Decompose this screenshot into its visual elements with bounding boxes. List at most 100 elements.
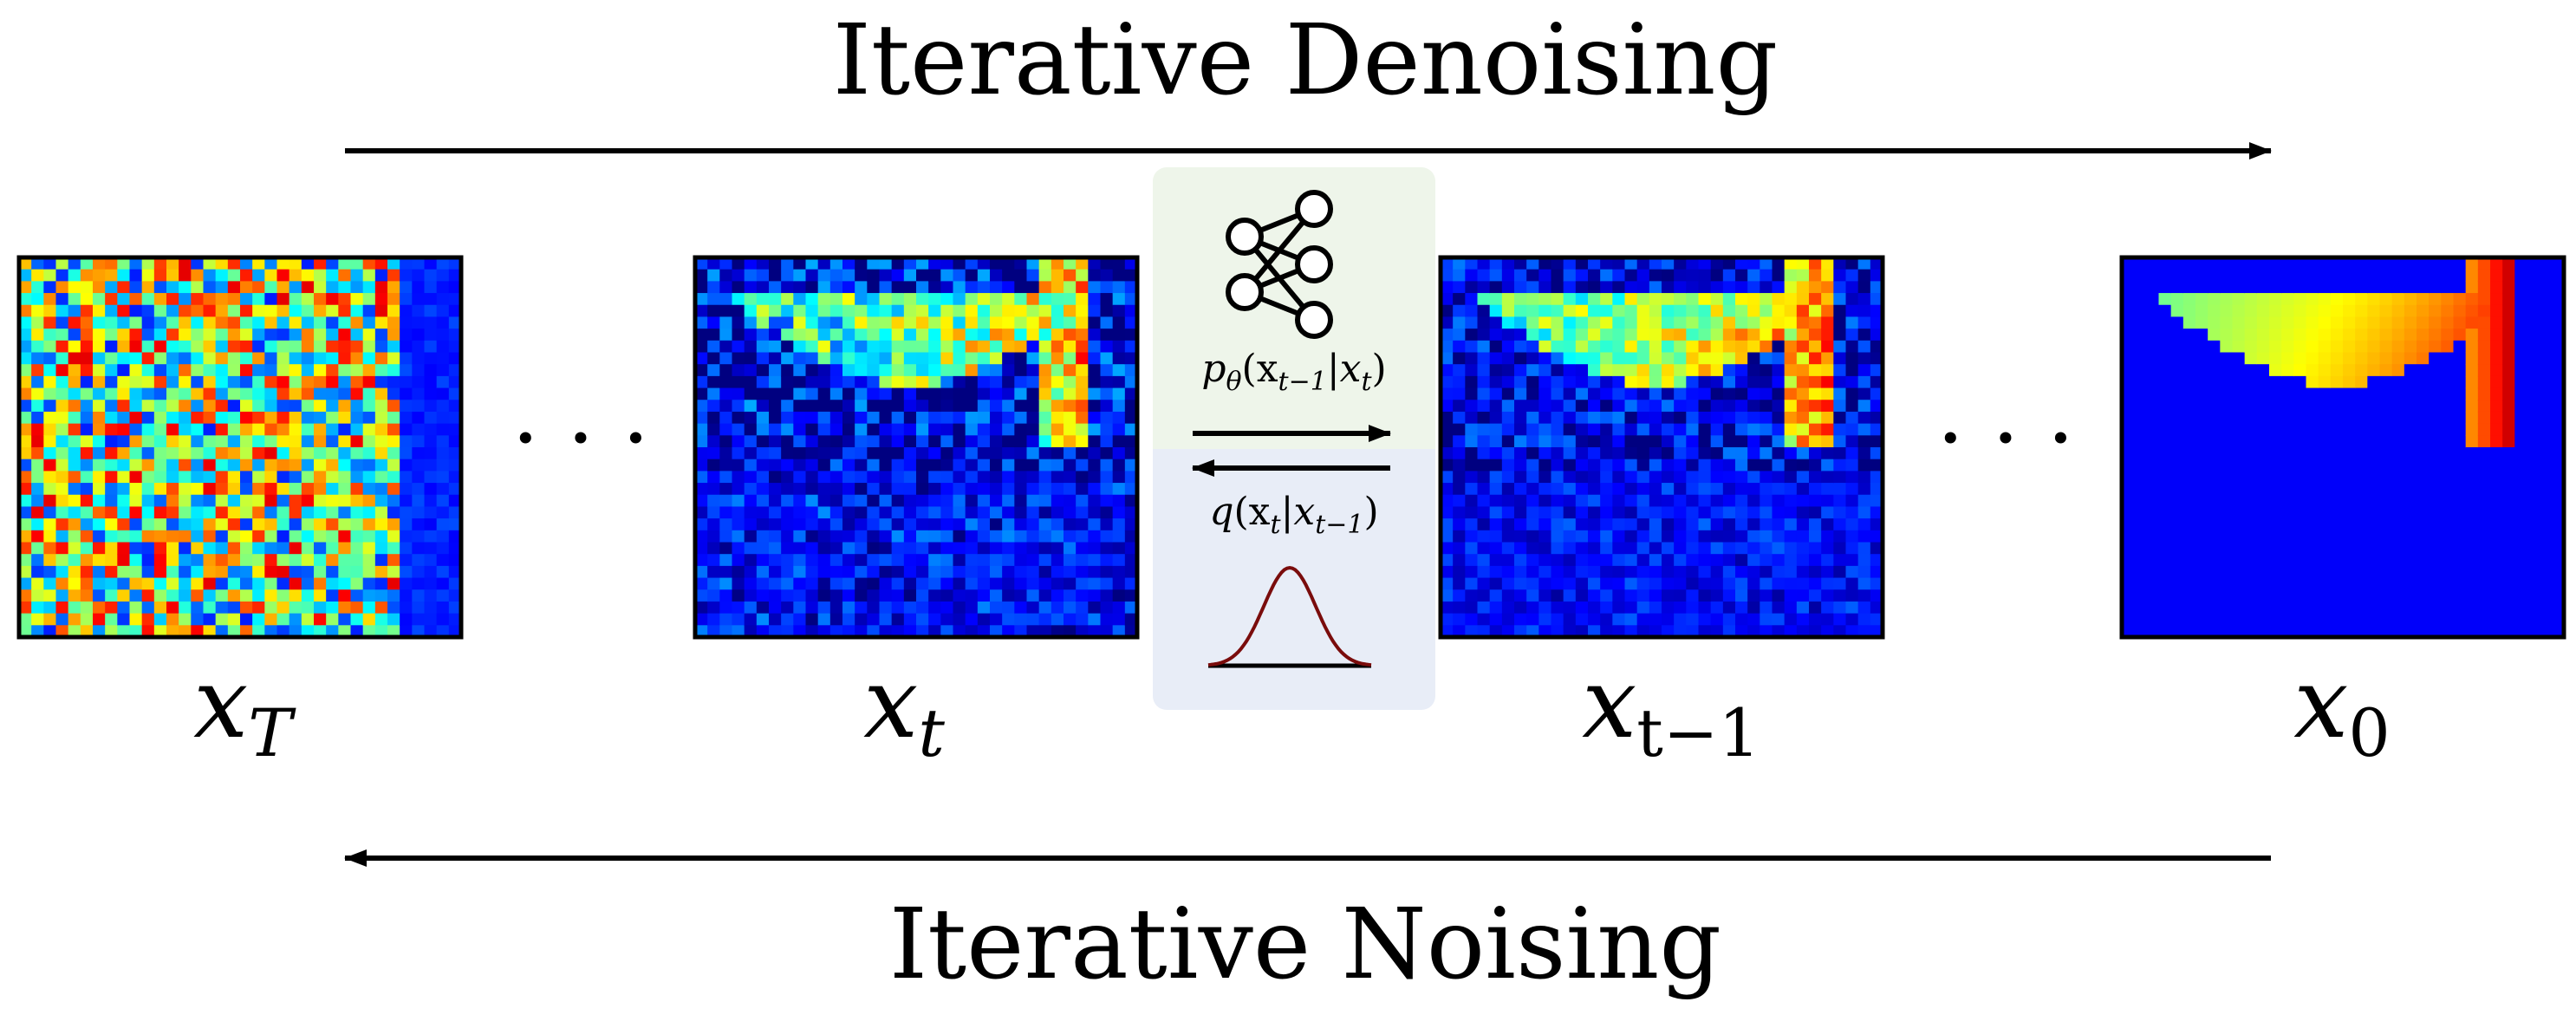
heatmap-cell	[166, 352, 179, 365]
heatmap-cell	[301, 329, 315, 342]
heatmap-cell	[2182, 435, 2196, 448]
heatmap-cell	[55, 411, 69, 425]
heatmap-cell	[1845, 329, 1859, 342]
heatmap-cell	[153, 435, 167, 448]
heatmap-cell	[2256, 554, 2270, 567]
heatmap-cell	[1833, 613, 1847, 626]
heatmap-cell	[2391, 625, 2405, 638]
heatmap-cell	[43, 293, 57, 306]
heatmap-cell	[695, 542, 708, 555]
heatmap-cell	[31, 613, 44, 626]
heatmap-cell	[31, 518, 44, 531]
heatmap-cell	[903, 565, 917, 579]
heatmap-cell	[252, 471, 265, 484]
heatmap-cell	[1662, 257, 1675, 270]
heatmap-cell	[2514, 613, 2528, 626]
heatmap-cell	[805, 435, 819, 448]
heatmap-cell	[276, 471, 290, 484]
heatmap-cell	[2318, 530, 2332, 543]
heatmap-cell	[2465, 589, 2479, 602]
heatmap-cell	[1551, 375, 1564, 389]
heatmap-cell	[289, 411, 302, 425]
heatmap-cell	[1014, 554, 1028, 567]
heatmap-cell	[891, 316, 905, 329]
heatmap-cell	[805, 589, 819, 602]
heatmap-cell	[1674, 577, 1687, 590]
heatmap-cell	[240, 518, 253, 531]
heatmap-cell	[448, 400, 462, 413]
heatmap-cell	[2182, 293, 2196, 306]
heatmap-cell	[793, 506, 807, 519]
heatmap-cell	[2404, 530, 2417, 543]
heatmap-cell	[817, 577, 831, 590]
heatmap-cell	[953, 257, 966, 270]
heatmap-cell	[1526, 423, 1539, 436]
heatmap-cell	[2527, 269, 2540, 282]
heatmap-cell	[977, 471, 991, 484]
heatmap-cell	[400, 411, 413, 425]
heatmap-cell	[2453, 530, 2467, 543]
heatmap-cell	[436, 483, 450, 496]
heatmap-cell	[2502, 471, 2515, 484]
heatmap-cell	[374, 601, 388, 615]
heatmap-cell	[1821, 435, 1834, 448]
heatmap-cell	[1821, 423, 1834, 436]
heatmap-cell	[1760, 400, 1773, 413]
heatmap-cell	[1747, 316, 1760, 329]
heatmap-cell	[1760, 542, 1773, 555]
heatmap-cell	[1760, 565, 1773, 579]
heatmap-cell	[314, 257, 327, 270]
heatmap-cell	[2355, 601, 2368, 615]
heatmap-cell	[1477, 304, 1491, 318]
heatmap-cell	[1612, 542, 1626, 555]
heatmap-cell	[2527, 554, 2540, 567]
heatmap-cell	[1600, 411, 1613, 425]
heatmap-cell	[805, 293, 819, 306]
heatmap-cell	[1588, 329, 1601, 342]
heatmap-cell	[2490, 352, 2503, 365]
heatmap-cell	[928, 506, 941, 519]
heatmap-cell	[1501, 577, 1515, 590]
heatmap-cell	[1465, 589, 1479, 602]
heatmap-cell	[1002, 613, 1015, 626]
heatmap-cell	[829, 494, 843, 508]
heatmap-cell	[19, 316, 32, 329]
heatmap-cell	[2453, 411, 2467, 425]
heatmap-cell	[301, 447, 315, 460]
heatmap-cell	[781, 400, 794, 413]
heatmap-cell	[1674, 340, 1687, 354]
heatmap-cell	[1100, 613, 1114, 626]
heatmap-cell	[1038, 435, 1052, 448]
heatmap-cell	[1698, 316, 1712, 329]
heatmap-cell	[1686, 565, 1700, 579]
heatmap-cell	[1710, 459, 1724, 472]
heatmap-cell	[1662, 269, 1675, 282]
heatmap-cell	[916, 625, 929, 638]
heatmap-cell	[2441, 411, 2455, 425]
heatmap-cell	[68, 411, 81, 425]
heatmap-cell	[2490, 530, 2503, 543]
heatmap-cell	[1600, 304, 1613, 318]
heatmap-cell	[1833, 352, 1847, 365]
heatmap-cell	[2232, 316, 2246, 329]
heatmap-cell	[203, 364, 217, 377]
heatmap-cell	[227, 494, 241, 508]
heatmap-cell	[1112, 304, 1126, 318]
heatmap-cell	[1465, 375, 1479, 389]
heatmap-cell	[2477, 423, 2491, 436]
heatmap-cell	[2441, 601, 2455, 615]
heatmap-cell	[2281, 601, 2294, 615]
label-x-t: xt	[863, 647, 945, 771]
heatmap-cell	[916, 542, 929, 555]
heatmap-cell	[2244, 316, 2258, 329]
heatmap-cell	[80, 577, 94, 590]
heatmap-cell	[1465, 542, 1479, 555]
heatmap-cell	[1845, 565, 1859, 579]
heatmap-cell	[1821, 304, 1834, 318]
heatmap-cell	[916, 352, 929, 365]
heatmap-cell	[2244, 518, 2258, 531]
heatmap-cell	[2539, 542, 2553, 555]
heatmap-cell	[928, 577, 941, 590]
heatmap-cell	[2367, 471, 2381, 484]
heatmap-cell	[1710, 293, 1724, 306]
